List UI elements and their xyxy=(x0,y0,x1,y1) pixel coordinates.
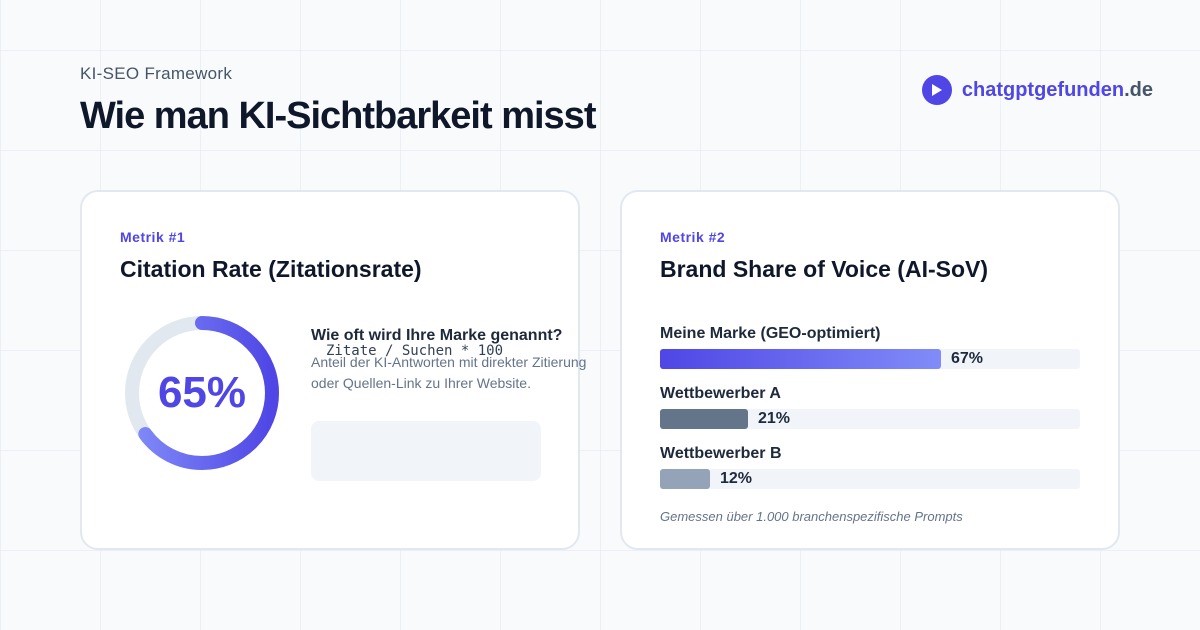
formula-text: Zitate / Suchen * 100 xyxy=(326,343,504,359)
bar-row-competitor-a: Wettbewerber A 21% xyxy=(660,385,1080,429)
bar-value: 12% xyxy=(720,470,753,487)
donut-progress-arc xyxy=(125,316,279,470)
citation-donut-chart xyxy=(125,316,279,470)
metric-description: Anteil der KI-Antworten mit direkter Zit… xyxy=(311,354,587,391)
bar-label: Meine Marke (GEO-optimiert) xyxy=(660,325,881,342)
bar-row-competitor-b: Wettbewerber B 12% xyxy=(660,445,1080,489)
formula-box xyxy=(311,421,541,481)
brand-name: chatgptgefunden xyxy=(961,78,1125,101)
citation-percent: 65% xyxy=(157,368,247,417)
bar-value: 67% xyxy=(951,350,984,367)
bar-label: Wettbewerber A xyxy=(660,385,781,402)
brand-tld: .de xyxy=(1124,78,1153,101)
bar-label: Wettbewerber B xyxy=(660,445,782,462)
metric-label: Metrik #2 xyxy=(660,229,726,245)
bar-fill xyxy=(660,409,748,429)
bar-value: 21% xyxy=(758,410,791,427)
card-title: Brand Share of Voice (AI-SoV) xyxy=(660,256,989,282)
brand-logo[interactable]: chatgptgefunden.de xyxy=(921,75,1153,105)
bar-track: 67% xyxy=(660,349,1080,369)
play-icon xyxy=(921,75,952,105)
citation-rate-card: Metrik #1 Citation Rate (Zitationsrate) … xyxy=(80,190,586,550)
bar-row-own-brand: Meine Marke (GEO-optimiert) 67% xyxy=(660,325,1080,369)
bar-track: 12% xyxy=(660,469,1080,489)
page-title: Wie man KI-Sichtbarkeit misst xyxy=(80,95,596,137)
share-of-voice-card: Metrik #2 Brand Share of Voice (AI-SoV) … xyxy=(620,190,1120,550)
metric-question: Wie oft wird Ihre Marke genannt? xyxy=(311,327,563,344)
bar-track: 21% xyxy=(660,409,1080,429)
footnote: Gemessen über 1.000 branchenspezifische … xyxy=(660,509,963,524)
eyebrow-label: KI-SEO Framework xyxy=(80,64,233,83)
metric-label: Metrik #1 xyxy=(120,229,186,245)
bar-fill xyxy=(660,349,941,369)
bar-fill xyxy=(660,469,710,489)
card-title: Citation Rate (Zitationsrate) xyxy=(120,256,422,282)
